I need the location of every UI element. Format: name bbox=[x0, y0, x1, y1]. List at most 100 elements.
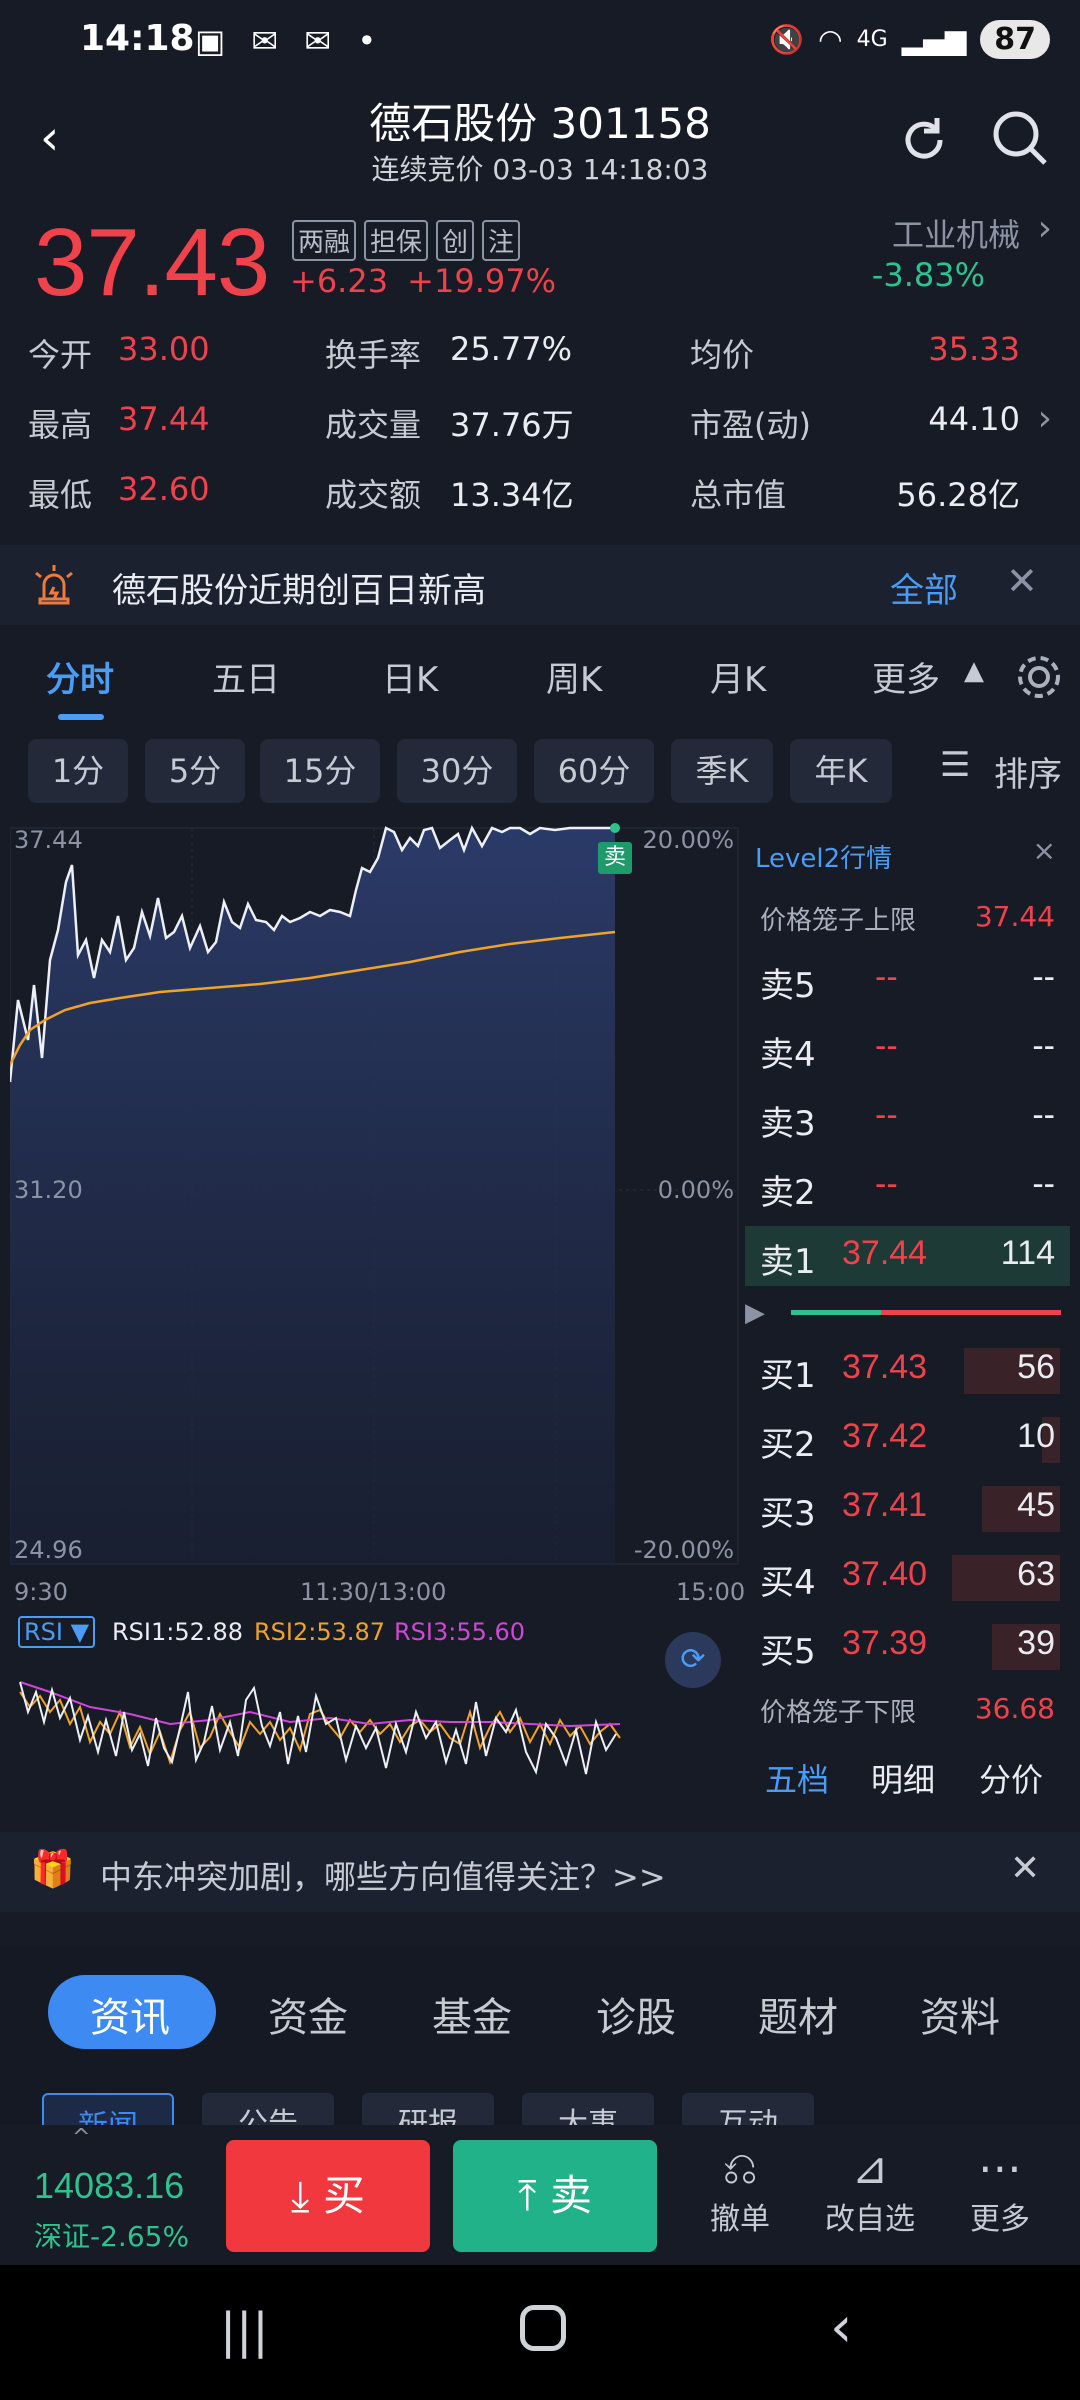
section-tab-news[interactable]: 资讯 bbox=[90, 1995, 170, 2041]
tab-five-day[interactable]: 五日 bbox=[212, 660, 280, 700]
ask-qty: -- bbox=[1032, 1027, 1055, 1065]
ask-row[interactable]: 卖4 -- -- bbox=[745, 1019, 1070, 1079]
pill-year-k[interactable]: 年K bbox=[790, 739, 892, 803]
ask-row[interactable]: 卖2 -- -- bbox=[745, 1157, 1070, 1217]
index-value[interactable]: 14083.16 bbox=[34, 2165, 185, 2206]
tab-indicator bbox=[58, 714, 104, 720]
x-axis-end: 15:00 bbox=[676, 1578, 746, 1606]
buy-sell-ratio-red bbox=[881, 1310, 1061, 1315]
stat-value: 13.34亿 bbox=[450, 476, 574, 514]
ask-row[interactable]: 卖5 -- -- bbox=[745, 950, 1070, 1010]
orderbook-title: Level2行情 bbox=[755, 844, 893, 874]
bid-row[interactable]: 买1 37.43 56 bbox=[745, 1340, 1070, 1400]
pill-quarter-k[interactable]: 季K bbox=[671, 739, 773, 803]
rsi-panel[interactable]: RSI ▼ RSI1:52.88 RSI2:53.87 RSI3:55.60 ⟳ bbox=[10, 1612, 740, 1807]
tab-monthly-k[interactable]: 月K bbox=[710, 660, 767, 700]
section-tab-profile[interactable]: 资料 bbox=[920, 1995, 1000, 2041]
orderbook-close-icon[interactable]: × bbox=[1032, 834, 1056, 867]
tab-daily-k[interactable]: 日K bbox=[382, 660, 439, 700]
section-tab-funds[interactable]: 资金 bbox=[268, 1995, 348, 2041]
watchlist-icon: ⊿ bbox=[851, 2143, 889, 2194]
pill-1min[interactable]: 1分 bbox=[28, 739, 128, 803]
ask-row[interactable]: 卖1 37.44 114 bbox=[745, 1226, 1070, 1286]
bid-row[interactable]: 买2 37.42 10 bbox=[745, 1409, 1070, 1469]
cancel-order-button[interactable]: ⎌ 撤单 bbox=[700, 2143, 780, 2238]
period-pills: 1分 5分 15分 30分 60分 季K 年K ☰ 排序 bbox=[0, 735, 1080, 805]
gear-icon[interactable] bbox=[1012, 650, 1066, 704]
sell-arrow-icon: ⤒ bbox=[518, 2171, 550, 2220]
bid-label: 买2 bbox=[760, 1425, 816, 1465]
more-dots-icon: ⋯ bbox=[978, 2143, 1022, 2194]
section-tab-theme[interactable]: 题材 bbox=[758, 1995, 838, 2041]
more-button[interactable]: ⋯ 更多 bbox=[960, 2143, 1040, 2238]
wifi-icon: ◠ bbox=[818, 23, 843, 56]
tab-weekly-k[interactable]: 周K bbox=[546, 660, 603, 700]
tab-more[interactable]: 更多 bbox=[872, 660, 940, 700]
rsi-selector[interactable]: RSI ▼ bbox=[18, 1616, 96, 1648]
pill-30min[interactable]: 30分 bbox=[397, 739, 517, 803]
expand-up-icon[interactable]: ^ bbox=[72, 2125, 91, 2150]
bid-qty: 45 bbox=[1017, 1486, 1055, 1524]
bid-row[interactable]: 买4 37.40 63 bbox=[745, 1547, 1070, 1607]
pill-5min[interactable]: 5分 bbox=[145, 739, 245, 803]
promo-close-icon[interactable]: ✕ bbox=[1010, 1848, 1041, 1889]
y-axis-top: 37.44 bbox=[14, 826, 83, 854]
intraday-chart[interactable]: 37.44 31.20 24.96 20.00% 0.00% -20.00% 卖 bbox=[8, 820, 740, 1570]
close-icon[interactable]: ✕ bbox=[1006, 559, 1038, 603]
orderbook-tab-detail[interactable]: 明细 bbox=[871, 1761, 936, 1799]
stat-value: 44.10 bbox=[928, 400, 1020, 438]
ask-row[interactable]: 卖3 -- -- bbox=[745, 1088, 1070, 1148]
rsi1-value: RSI1:52.88 bbox=[112, 1618, 244, 1646]
rsi-chart-svg bbox=[19, 1681, 621, 1776]
stat-value: 37.76万 bbox=[450, 406, 574, 444]
orderbook-tab-five-level[interactable]: 五档 bbox=[765, 1761, 830, 1799]
tag-guarantee: 担保 bbox=[364, 220, 429, 261]
notice-all-link[interactable]: 全部 bbox=[890, 571, 958, 611]
battery-indicator: 87 bbox=[980, 20, 1050, 59]
bid-qty: 10 bbox=[1017, 1417, 1055, 1455]
edit-watchlist-button[interactable]: ⊿ 改自选 bbox=[815, 2143, 925, 2238]
bid-qty: 63 bbox=[1017, 1555, 1055, 1593]
bid-price: 37.42 bbox=[842, 1417, 928, 1455]
sell-button[interactable]: ⤒ 卖 bbox=[453, 2140, 657, 2252]
pill-15min[interactable]: 15分 bbox=[260, 739, 380, 803]
promo-banner[interactable]: 🎁 中东冲突加剧，哪些方向值得关注？>> ✕ bbox=[0, 1832, 1080, 1912]
lower-limit-label: 价格笼子下限 bbox=[760, 1698, 917, 1728]
bid-row[interactable]: 买3 37.41 45 bbox=[745, 1478, 1070, 1538]
recent-apps-icon[interactable]: ||| bbox=[220, 2303, 269, 2359]
undo-icon: ⎌ bbox=[722, 2143, 758, 2194]
caret-up-icon[interactable]: ▲ bbox=[964, 656, 984, 686]
network-label: 4G bbox=[856, 27, 888, 52]
signal-icon: ▂▄▆ bbox=[901, 23, 967, 56]
section-tab-diagnosis[interactable]: 诊股 bbox=[596, 1995, 676, 2041]
buy-button[interactable]: ⤓ 买 bbox=[226, 2140, 430, 2252]
lower-limit-value: 36.68 bbox=[974, 1692, 1055, 1725]
back-nav-icon[interactable]: ‹ bbox=[830, 2295, 853, 2360]
rsi2-value: RSI2:53.87 bbox=[254, 1618, 386, 1646]
stock-tags: 两融 担保创注 bbox=[292, 220, 528, 261]
system-nav-bar: ||| ‹ bbox=[0, 2265, 1080, 2400]
ask-qty: 114 bbox=[1000, 1234, 1055, 1272]
sell-marker: 卖 bbox=[598, 842, 632, 874]
tab-intraday[interactable]: 分时 bbox=[46, 660, 114, 700]
gift-icon: 🎁 bbox=[30, 1849, 75, 1890]
sort-button[interactable]: 排序 bbox=[994, 755, 1062, 795]
last-price-dot bbox=[610, 823, 620, 833]
pill-60min[interactable]: 60分 bbox=[534, 739, 654, 803]
refresh-icon[interactable] bbox=[895, 110, 955, 170]
rsi-name: RSI bbox=[24, 1618, 63, 1646]
section-tab-fund[interactable]: 基金 bbox=[432, 1995, 512, 2041]
menu-icon[interactable]: ☰ bbox=[940, 745, 971, 785]
stats-expand-icon[interactable]: › bbox=[1037, 398, 1052, 439]
rotate-icon[interactable]: ⟳ bbox=[665, 1632, 721, 1688]
back-icon[interactable]: ‹ bbox=[40, 110, 60, 166]
home-icon[interactable] bbox=[520, 2305, 566, 2351]
stat-value: 37.44 bbox=[118, 400, 210, 438]
notice-bar[interactable]: 德石股份近期创百日新高 全部 ✕ bbox=[0, 545, 1080, 625]
search-icon[interactable] bbox=[990, 108, 1052, 170]
collapse-arrow-icon[interactable]: ▶ bbox=[745, 1298, 765, 1328]
stat-value: 56.28亿 bbox=[896, 476, 1020, 514]
bid-volume-bar bbox=[992, 1624, 1060, 1670]
bid-row[interactable]: 买5 37.39 39 bbox=[745, 1616, 1070, 1676]
orderbook-tab-price-dist[interactable]: 分价 bbox=[979, 1761, 1044, 1799]
